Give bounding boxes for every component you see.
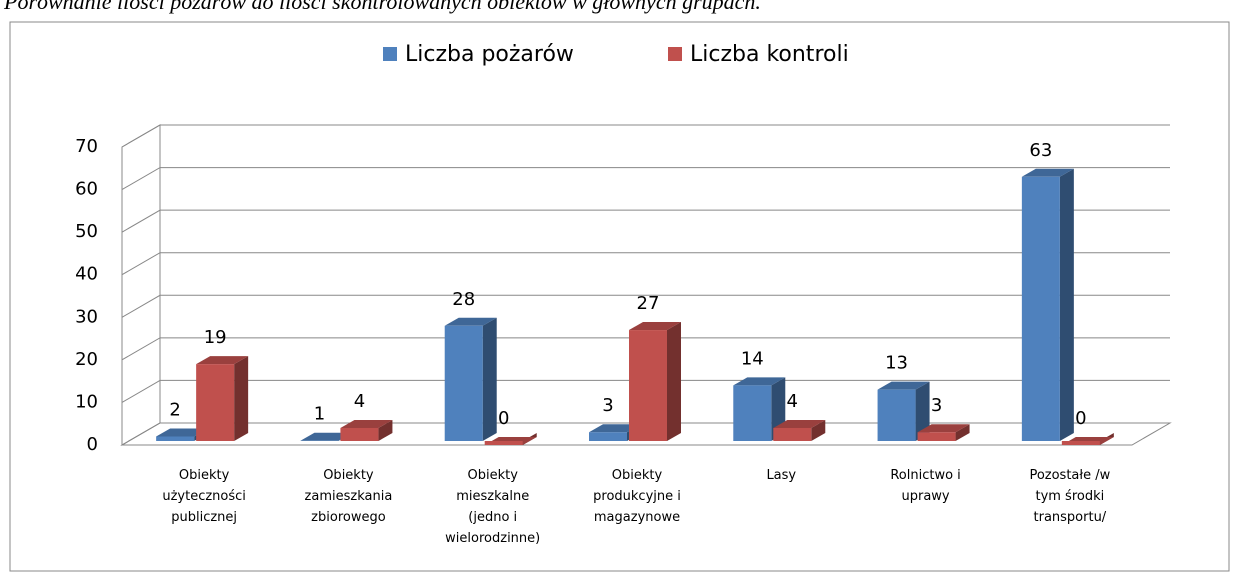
bar bbox=[484, 433, 537, 445]
grid-line bbox=[121, 294, 1170, 318]
y-tick-label: 60 bbox=[75, 179, 98, 200]
bar-front bbox=[917, 432, 956, 441]
data-label: 13 bbox=[885, 353, 908, 374]
bar-top bbox=[156, 428, 209, 437]
bar-top bbox=[1021, 168, 1074, 177]
data-label: 1 bbox=[314, 404, 325, 425]
x-tick-label: Pozostałe /w tym środki transportu/ bbox=[1029, 468, 1110, 525]
bar-top bbox=[340, 419, 393, 428]
x-tick-label: Obiekty mieszkalne (jedno i wielorodzinne) bbox=[445, 468, 540, 546]
bar-front bbox=[733, 385, 772, 441]
bar-side bbox=[482, 317, 497, 441]
bar-top bbox=[300, 432, 353, 441]
bar-top bbox=[444, 317, 497, 326]
bar-front bbox=[196, 364, 235, 441]
bar-side bbox=[915, 381, 930, 441]
legend-label: Liczba kontroli bbox=[690, 42, 849, 67]
bar-side bbox=[234, 356, 249, 441]
bar-side bbox=[378, 419, 393, 441]
data-label: 14 bbox=[741, 348, 764, 369]
data-label: 63 bbox=[1029, 140, 1052, 161]
data-label: 27 bbox=[637, 293, 660, 314]
x-tick-label: Lasy bbox=[766, 468, 796, 483]
bar-top bbox=[877, 381, 930, 390]
data-label: 4 bbox=[354, 391, 365, 412]
bar bbox=[629, 322, 681, 441]
bar-top bbox=[917, 424, 970, 433]
bar-front bbox=[629, 330, 667, 441]
bar-top bbox=[589, 424, 641, 433]
grid-line bbox=[121, 124, 1170, 148]
y-tick-label: 20 bbox=[75, 349, 98, 370]
y-tick-label: 0 bbox=[87, 434, 98, 455]
bar-front bbox=[1021, 176, 1060, 442]
bar-side bbox=[955, 424, 970, 441]
grid-line bbox=[121, 422, 1170, 446]
data-label: 19 bbox=[204, 327, 227, 348]
data-label: 3 bbox=[602, 395, 613, 416]
bar-front bbox=[773, 427, 812, 441]
legend-swatch bbox=[383, 47, 397, 61]
bar bbox=[877, 381, 930, 441]
data-label: 2 bbox=[169, 399, 180, 420]
grid-line bbox=[121, 337, 1170, 361]
x-tick-label: Obiekty zamieszkania zbiorowego bbox=[305, 468, 393, 525]
bar-front bbox=[444, 325, 483, 441]
bar-top bbox=[196, 356, 249, 365]
data-label: 0 bbox=[1075, 408, 1086, 429]
y-tick-label: 30 bbox=[75, 306, 98, 327]
legend-swatch bbox=[668, 47, 682, 61]
bar-front bbox=[877, 389, 916, 441]
bar bbox=[917, 424, 970, 441]
bar-top bbox=[629, 322, 681, 331]
x-tick-label: Rolnictwo i uprawy bbox=[890, 468, 960, 504]
data-label: 28 bbox=[452, 289, 475, 310]
y-tick-label: 10 bbox=[75, 391, 98, 412]
bar bbox=[733, 377, 786, 441]
bar-side bbox=[1059, 168, 1074, 442]
bar-top bbox=[733, 377, 786, 386]
bar-front bbox=[156, 436, 195, 441]
chart-title: Porównanie ilości pożarów do ilości skon… bbox=[3, 0, 761, 14]
data-label: 0 bbox=[498, 408, 509, 429]
grid-line bbox=[121, 167, 1170, 191]
grid-line bbox=[121, 252, 1170, 276]
x-tick-label: Obiekty produkcyjne i magazynowe bbox=[593, 468, 681, 525]
bar bbox=[1021, 168, 1074, 442]
bar-front bbox=[1061, 441, 1100, 445]
legend-label: Liczba pożarów bbox=[405, 42, 574, 67]
x-tick-label: Obiekty użyteczności publicznej bbox=[162, 468, 246, 525]
bar bbox=[773, 419, 826, 441]
y-tick-label: 40 bbox=[75, 264, 98, 285]
bar-top bbox=[773, 419, 826, 428]
bar-front bbox=[340, 427, 379, 441]
bar-front bbox=[589, 432, 627, 441]
bar-side bbox=[811, 419, 826, 441]
bar-side bbox=[667, 322, 681, 441]
bar bbox=[1061, 433, 1114, 445]
y-tick-label: 50 bbox=[75, 221, 98, 242]
data-label: 4 bbox=[787, 391, 798, 412]
bar-front bbox=[484, 441, 523, 445]
data-label: 3 bbox=[931, 395, 942, 416]
grid-line bbox=[121, 209, 1170, 233]
y-tick-label: 70 bbox=[75, 136, 98, 157]
bar bbox=[444, 317, 497, 441]
grid-line bbox=[121, 379, 1170, 403]
bar bbox=[196, 356, 249, 441]
bar bbox=[340, 419, 393, 441]
